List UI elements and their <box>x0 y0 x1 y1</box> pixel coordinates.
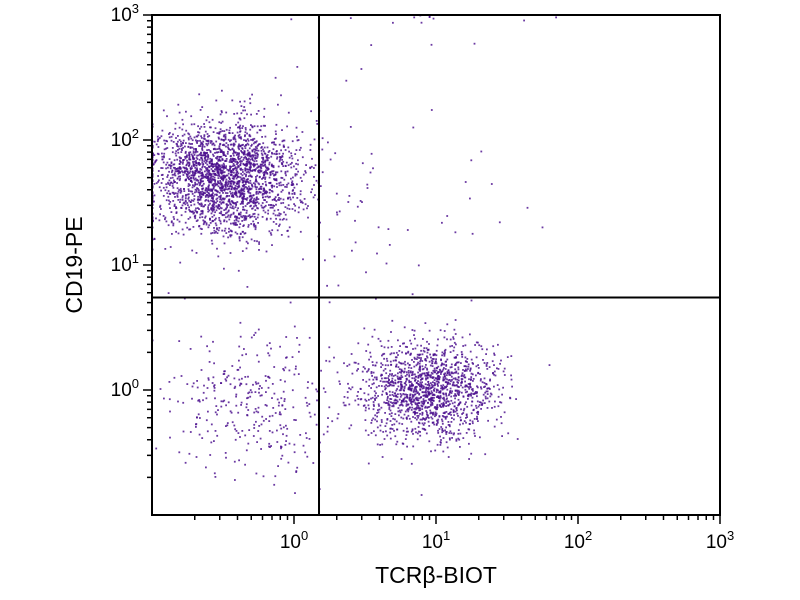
x-tick-label: 103 <box>706 528 734 553</box>
y-tick-label: 100 <box>111 376 139 401</box>
population-tcrb-t-cells-lower-right- <box>302 297 551 496</box>
y-axis-label: CD19-PE <box>61 216 87 313</box>
axis-ticks <box>143 14 721 524</box>
y-tick-label: 103 <box>111 1 139 26</box>
population-cd19-b-cells-upper-left- <box>151 89 374 294</box>
plot-frame <box>151 14 721 516</box>
y-tick-label: 101 <box>111 251 139 276</box>
y-tick-label: 102 <box>111 126 139 151</box>
population-stray-high-events <box>420 21 476 46</box>
quadrant-gate-lines <box>152 15 720 515</box>
x-tick-label: 102 <box>564 528 592 553</box>
population-double-negative-lower-left- <box>151 284 403 494</box>
x-axis-label: TCRβ-BIOT <box>375 562 497 588</box>
x-tick-label: 101 <box>422 528 450 553</box>
x-tick-label: 100 <box>280 528 308 553</box>
scatter-points <box>151 14 557 496</box>
population-sparse-double-positive <box>171 44 544 304</box>
